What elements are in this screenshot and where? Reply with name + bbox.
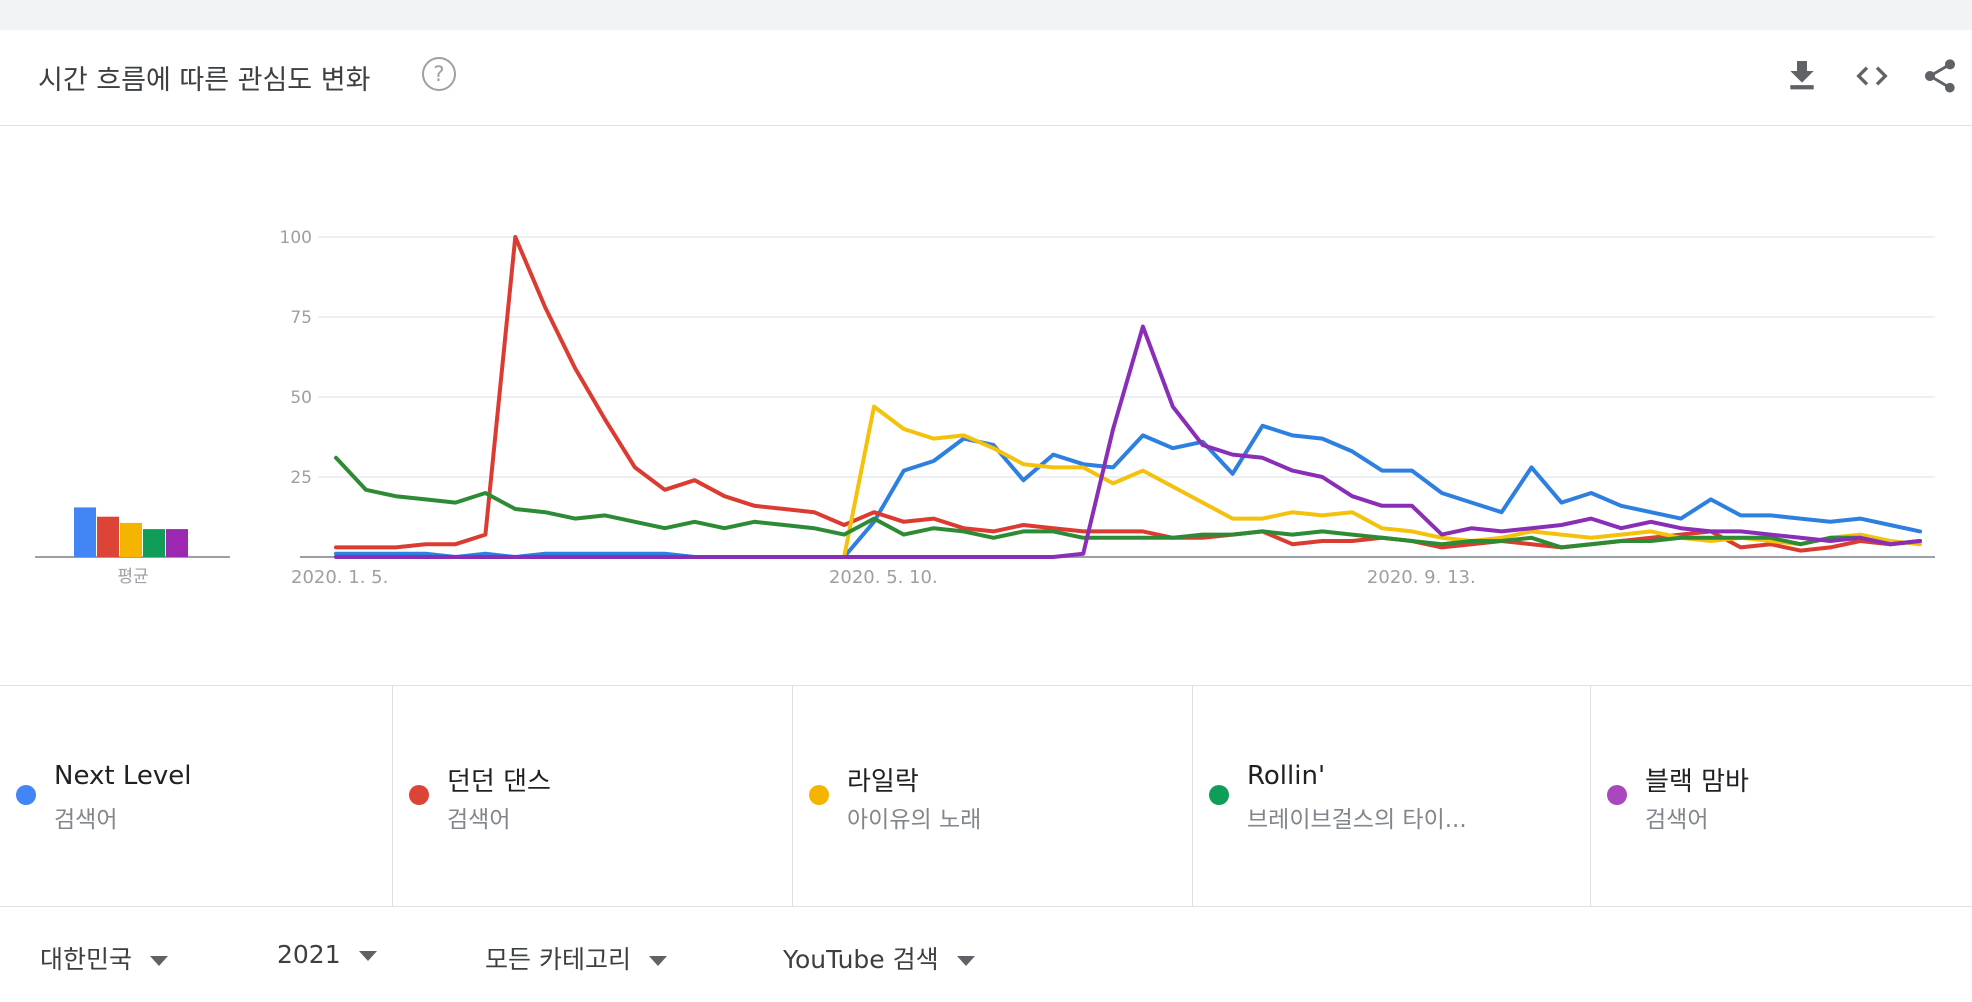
dropdown-arrow-icon bbox=[358, 951, 377, 961]
interest-over-time-chart: 100 75 50 25 2020. 1. 5. 2020. 5. 10. 2020. 9.… bbox=[35, 228, 1935, 588]
average-bar bbox=[97, 516, 119, 557]
legend-dot bbox=[1209, 785, 1229, 805]
legend-term-name: 라일락 bbox=[847, 767, 919, 797]
legend-term-name: 블랙 맘바 bbox=[1645, 767, 1749, 797]
x-tick-label: 2020. 1. 5. bbox=[291, 567, 388, 588]
average-bar bbox=[143, 529, 165, 557]
region-filter[interactable]: 대한민국 bbox=[40, 940, 169, 976]
average-bar bbox=[166, 529, 188, 557]
legend-item-rollin[interactable]: Rollin' 브레이브걸스의 타이... bbox=[1192, 686, 1591, 906]
legend-term-name: 던던 댄스 bbox=[447, 767, 551, 797]
average-label: 평균 bbox=[117, 567, 148, 587]
y-tick-label: 75 bbox=[290, 308, 312, 328]
legend-dot bbox=[1607, 785, 1627, 805]
series-line bbox=[334, 324, 1922, 559]
series-line bbox=[334, 423, 1922, 559]
year-filter[interactable]: 2021 bbox=[277, 940, 377, 969]
card-header: 시간 흐름에 따른 관심도 변화 ? bbox=[0, 30, 1972, 126]
year-filter-label: 2021 bbox=[277, 940, 341, 969]
embed-code-icon[interactable] bbox=[1852, 56, 1892, 96]
series-line bbox=[334, 235, 1922, 553]
legend-row: Next Level 검색어 던던 댄스 검색어 라일락 아이유의 노래 Rol… bbox=[0, 685, 1972, 907]
category-filter-label: 모든 카테고리 bbox=[485, 945, 631, 974]
download-icon[interactable] bbox=[1782, 56, 1822, 96]
top-strip bbox=[0, 0, 1972, 30]
legend-term-type: 검색어 bbox=[54, 807, 118, 833]
legend-dot bbox=[809, 785, 829, 805]
share-icon[interactable] bbox=[1920, 56, 1960, 96]
search-source-filter[interactable]: YouTube 검색 bbox=[783, 940, 975, 976]
legend-term-type: 검색어 bbox=[1645, 807, 1709, 833]
y-tick-label: 100 bbox=[280, 228, 312, 248]
series-line bbox=[334, 455, 1922, 550]
help-icon[interactable]: ? bbox=[422, 57, 456, 91]
dropdown-arrow-icon bbox=[648, 956, 667, 966]
search-source-filter-label: YouTube 검색 bbox=[783, 945, 939, 974]
y-tick-label: 25 bbox=[290, 468, 312, 488]
chart-title: 시간 흐름에 따른 관심도 변화 bbox=[38, 65, 371, 96]
legend-term-name: Next Level bbox=[54, 761, 192, 791]
y-tick-label: 50 bbox=[290, 388, 312, 408]
legend-dot bbox=[16, 785, 36, 805]
legend-item-dundun-dance[interactable]: 던던 댄스 검색어 bbox=[392, 686, 793, 906]
dropdown-arrow-icon bbox=[956, 956, 975, 966]
legend-dot bbox=[409, 785, 429, 805]
x-tick-label: 2020. 5. 10. bbox=[829, 567, 938, 588]
legend-term-type: 브레이브걸스의 타이... bbox=[1247, 807, 1467, 833]
legend-item-next-level[interactable]: Next Level 검색어 bbox=[0, 686, 392, 906]
x-tick-label: 2020. 9. 13. bbox=[1367, 567, 1476, 588]
legend-item-lilac[interactable]: 라일락 아이유의 노래 bbox=[792, 686, 1193, 906]
legend-term-type: 아이유의 노래 bbox=[847, 807, 982, 833]
category-filter[interactable]: 모든 카테고리 bbox=[485, 940, 667, 976]
average-bar bbox=[120, 522, 142, 557]
region-filter-label: 대한민국 bbox=[40, 945, 133, 974]
dropdown-arrow-icon bbox=[150, 956, 169, 966]
legend-term-type: 검색어 bbox=[447, 807, 511, 833]
average-bar bbox=[74, 507, 96, 557]
legend-item-black-mamba[interactable]: 블랙 맘바 검색어 bbox=[1590, 686, 1972, 906]
legend-term-name: Rollin' bbox=[1247, 761, 1326, 791]
